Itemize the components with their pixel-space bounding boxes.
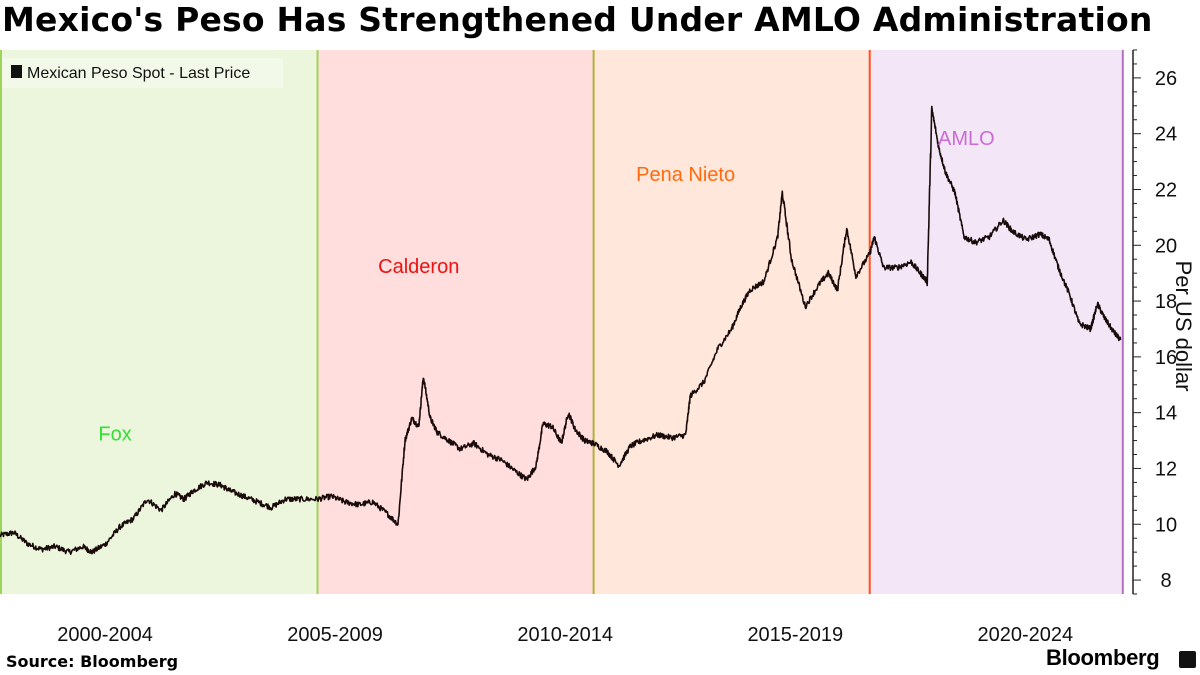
era-band-pena-nieto	[593, 50, 870, 594]
y-axis: 8 10 12 14 16 18 20 22 24 26 Per US dollar	[1132, 49, 1196, 595]
era-label-fox: Fox	[98, 424, 131, 446]
x-tick-label: 2000-2004	[57, 624, 153, 646]
y-tick-label: 26	[1155, 68, 1177, 90]
y-tick-label: 24	[1155, 124, 1177, 146]
brand-logo: Bloomberg	[1046, 645, 1160, 670]
legend-box	[2, 58, 283, 88]
x-tick-label: 2020-2024	[978, 624, 1074, 646]
era-bands	[0, 50, 1123, 594]
y-tick-label: 22	[1155, 179, 1177, 201]
era-band-fox	[0, 50, 318, 594]
x-axis: 2000-2004 2005-2009 2010-2014 2015-2019 2020…	[57, 624, 1073, 646]
legend-label: Mexican Peso Spot - Last Price	[27, 65, 250, 82]
legend-swatch	[11, 65, 22, 78]
x-tick-label: 2005-2009	[287, 624, 383, 646]
era-label-pena-nieto: Pena Nieto	[636, 164, 735, 186]
brand-mark-icon	[1179, 651, 1196, 668]
y-axis-label: Per US dollar	[1171, 261, 1196, 392]
era-label-amlo: AMLO	[938, 128, 995, 150]
era-band-amlo	[869, 50, 1123, 594]
y-tick-label: 10	[1155, 514, 1177, 536]
y-tick-label: 20	[1155, 235, 1177, 257]
y-tick-label: 8	[1160, 570, 1171, 592]
source-note: Source: Bloomberg	[6, 652, 179, 671]
chart-title: Mexico's Peso Has Strengthened Under AML…	[2, 0, 1153, 39]
y-tick-label: 16	[1155, 347, 1177, 369]
legend: Mexican Peso Spot - Last Price	[2, 58, 283, 88]
x-tick-label: 2010-2014	[517, 624, 613, 646]
era-dividers	[0, 50, 1124, 594]
x-tick-label: 2015-2019	[747, 624, 843, 646]
series	[0, 105, 1122, 555]
y-tick-label: 12	[1155, 458, 1177, 480]
y-tick-label: 18	[1155, 291, 1177, 313]
series-line-peso-spot	[0, 105, 1122, 555]
era-labels: Fox Calderon Pena Nieto AMLO	[98, 128, 994, 446]
era-band-calderon	[317, 50, 594, 594]
y-tick-label: 14	[1155, 403, 1177, 425]
era-label-calderon: Calderon	[378, 256, 459, 278]
